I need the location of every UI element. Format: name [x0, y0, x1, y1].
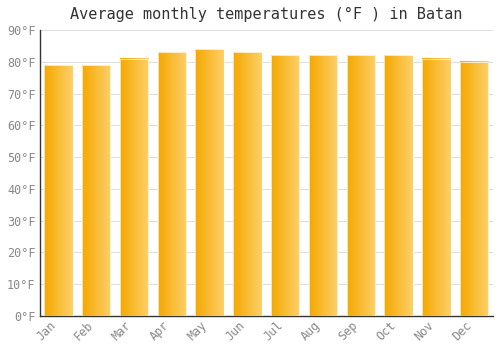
Bar [422, 59, 450, 316]
Bar [44, 65, 72, 316]
Bar [234, 52, 262, 316]
Bar [460, 62, 488, 316]
Bar [271, 56, 300, 316]
Title: Average monthly temperatures (°F ) in Batan: Average monthly temperatures (°F ) in Ba… [70, 7, 462, 22]
Bar [384, 56, 413, 316]
Bar [196, 49, 224, 316]
Bar [158, 52, 186, 316]
Bar [309, 56, 337, 316]
Bar [82, 65, 110, 316]
Bar [120, 59, 148, 316]
Bar [346, 56, 375, 316]
